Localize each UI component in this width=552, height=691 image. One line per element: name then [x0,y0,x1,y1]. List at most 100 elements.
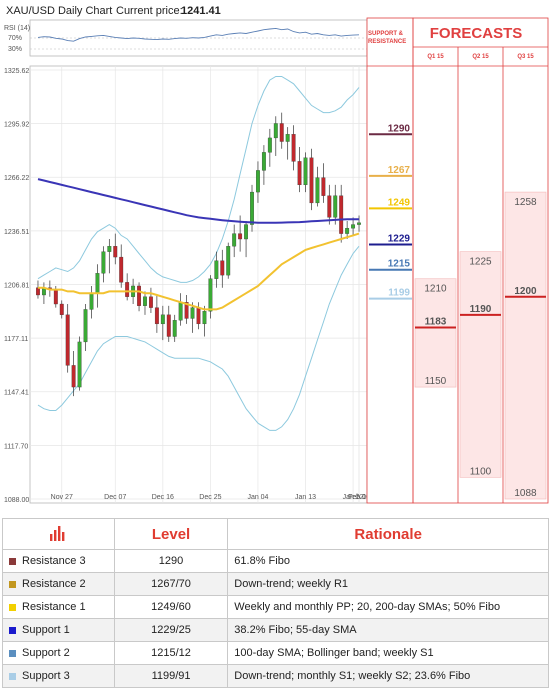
rsi-line [37,27,360,42]
forecast-quarter-header: Q2 15 [472,54,489,60]
candle-body [333,195,338,218]
candle-body [101,251,106,274]
table-row: Support 2 1215/12 100-day SMA; Bollinger b… [2,641,549,665]
level-value: 1267/70 [113,572,229,596]
forecast-range-box [504,191,547,500]
candle-body [351,224,356,229]
current-price-value: 1241.41 [181,5,221,17]
candle-body [53,289,58,305]
level-rationale: Down-trend; weekly R1 [227,572,549,596]
candle-body [172,320,177,337]
level-value: 1249/60 [113,595,229,619]
candle-body [202,311,207,325]
forecast-quarter-header: Q3 15 [517,54,534,60]
sr-column [366,17,414,504]
level-rationale: Weekly and monthly PP; 20, 200-day SMAs;… [227,595,549,619]
level-marker-label: 1199 [388,288,410,299]
x-tick-label: Feb 01 [348,494,370,501]
current-price-label: Current price: [116,5,183,17]
y-tick-label: 1325.62 [4,68,29,75]
bar-chart-icon [50,525,65,541]
chart-title: XAU/USD Daily Chart [6,5,112,17]
candle-body [196,307,201,325]
x-tick-label: Jan 13 [295,494,316,501]
candle-body [321,177,326,196]
candle-body [303,157,308,186]
forecast-low-label: 1100 [470,466,492,477]
candle-body [273,123,278,139]
y-tick-label: 1088.00 [4,497,29,504]
candle-body [309,157,314,204]
candle-body [244,224,248,240]
rsi-tick-70: 70% [8,35,22,42]
rsi-tick-30: 30% [8,46,22,53]
level-name: Support 1 [22,624,70,636]
level-rationale: 38.2% Fibo; 55-day SMA [227,618,549,642]
x-tick-label: Jan 22 [343,494,364,501]
forecast-range-box [459,251,502,478]
forecast-mid-label: 1200 [514,286,537,297]
level-swatch [9,649,16,657]
sma-200-line [37,178,359,224]
candle-body [345,228,350,234]
level-name-cell: Resistance 1 [2,595,115,619]
candle-body [95,273,100,294]
sma-55-line [38,232,360,311]
candle-body [160,314,165,325]
table-header-level: Level [113,518,229,550]
table-row: Support 3 1199/91 Down-trend; monthly S1; … [2,664,549,688]
candle-body [59,303,64,315]
level-name: Support 2 [22,647,70,659]
candle-body [339,195,344,234]
level-rationale: 61.8% Fibo [227,549,549,573]
y-tick-label: 1295.92 [4,122,29,129]
candle-body [65,314,70,366]
level-rationale: Down-trend; monthly S1; weekly S2; 23.6%… [227,664,549,688]
table-row: Resistance 2 1267/70 Down-trend; weekly R1 [2,572,549,596]
level-name-cell: Resistance 3 [2,549,115,573]
candle-body [89,293,94,310]
rsi-label: RSI (14) [4,25,30,32]
level-name-cell: Support 2 [2,641,115,665]
y-tick-label: 1177.11 [4,336,28,343]
level-marker-label: 1215 [388,259,411,270]
forecast-high-label: 1210 [424,284,447,295]
candle-body [184,302,189,319]
forecast-mid-label: 1183 [425,316,447,327]
candle-body [315,177,320,204]
x-tick-label: Nov 27 [51,494,73,501]
candle-body [232,233,237,247]
candle-body [178,302,183,321]
candle-body [297,161,302,186]
level-name-cell: Support 1 [2,618,115,642]
candle-body [83,309,88,343]
level-value: 1215/12 [113,641,229,665]
table-header-rationale: Rationale [227,518,549,550]
table-header-row: Level Rationale [2,518,549,550]
candle-body [285,134,290,142]
table-row: Resistance 3 1290 61.8% Fibo [2,549,549,573]
chart: XAU/USD Daily Chart Current price: 1241.… [4,5,549,504]
candle-body [279,123,284,142]
level-name: Resistance 2 [22,578,86,590]
bollinger-lower-line [37,245,360,431]
level-marker-label: 1249 [388,197,411,208]
candle-body [250,191,254,225]
forecast-high-label: 1225 [469,257,492,268]
candle-body [166,314,171,337]
candle-body [357,222,361,225]
forecasts-frame [412,17,549,504]
table-header-icon [2,518,115,550]
x-tick-label: Jan 04 [247,494,268,501]
forecast-range-box [414,278,457,388]
sr-header: SUPPORT & RESISTANCE [368,31,407,45]
candle-body [238,233,243,240]
candle-body [137,285,141,306]
y-tick-label: 1206.81 [4,283,29,290]
x-tick-label: Dec 07 [104,494,126,501]
candle-body [154,307,159,325]
candle-body [190,307,195,319]
level-rationale: 100-day SMA; Bollinger band; weekly S1 [227,641,549,665]
candle-body [36,287,40,296]
candle-body [125,282,130,297]
